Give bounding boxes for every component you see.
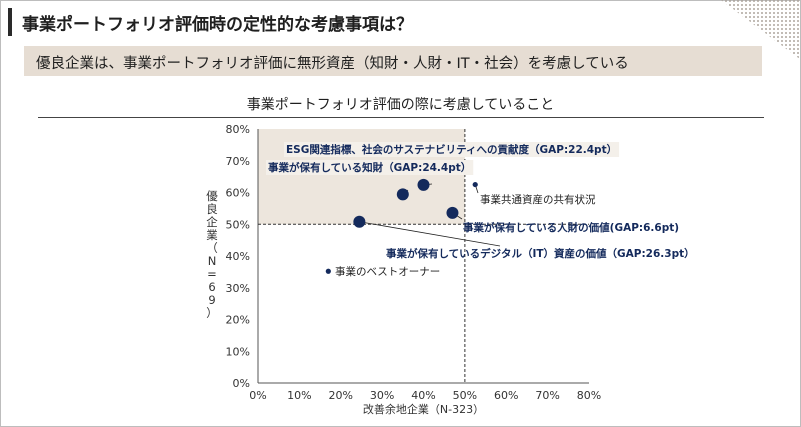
data-point [446,206,459,219]
y-tick-label: 30% [226,282,250,295]
data-point-label-background [266,160,474,175]
y-axis-label: 優良企業（N = 6 9） [206,189,218,320]
data-point-label-background [284,142,620,157]
x-tick-label: 50% [453,389,477,402]
y-tick-label: 40% [226,250,250,263]
chart-title: 事業ポートフォリオ評価の際に考慮していること [246,97,555,113]
data-point [325,268,331,274]
y-tick-label: 10% [226,345,250,358]
slide-title: 事業ポートフォリオ評価時の定性的な考慮事項は？ [22,15,413,35]
y-tick-label: 70% [226,155,250,168]
corner-pattern-decoration [721,0,801,60]
data-point-label: 事業が保有している人財の価値(GAP:6.6pt) [463,221,679,234]
data-point [417,178,430,191]
x-tick-label: 40% [411,389,435,402]
data-point-label: 事業共通資産の共有状況 [480,193,596,206]
data-point-label: 事業のベストオーナー [335,265,440,278]
data-point-label: 事業が保有しているデジタル（IT）資産の価値（GAP:26.3pt） [386,247,695,260]
x-axis-label: 改善余地企業（N-323） [363,402,484,416]
leader-line [359,221,501,247]
data-point [472,181,478,188]
x-tick-label: 60% [494,389,518,402]
y-tick-label: 80% [226,123,250,136]
y-tick-label: 20% [226,314,250,327]
chart-title-rule [38,117,764,118]
y-tick-label: 0% [233,377,250,390]
summary-banner [24,46,762,76]
x-tick-label: 20% [329,389,353,402]
x-tick-label: 80% [577,389,601,402]
x-tick-label: 0% [249,389,266,402]
summary-banner-text: 優良企業は、事業ポートフォリオ評価に無形資産（知財・人財・IT・社会）を考慮して… [36,56,629,72]
data-point [396,188,409,201]
x-tick-label: 10% [287,389,311,402]
title-accent-bar [8,8,12,36]
data-point [353,215,366,228]
data-point-label: ESG関連指標、社会のサステナビリティへの貢献度（GAP:22.4pt） [286,143,617,156]
y-tick-label: 60% [226,187,250,200]
x-tick-label: 30% [370,389,394,402]
data-point-label: 事業が保有している知財（GAP:24.4pt） [268,161,471,174]
y-tick-label: 50% [226,218,250,231]
x-tick-label: 70% [535,389,559,402]
